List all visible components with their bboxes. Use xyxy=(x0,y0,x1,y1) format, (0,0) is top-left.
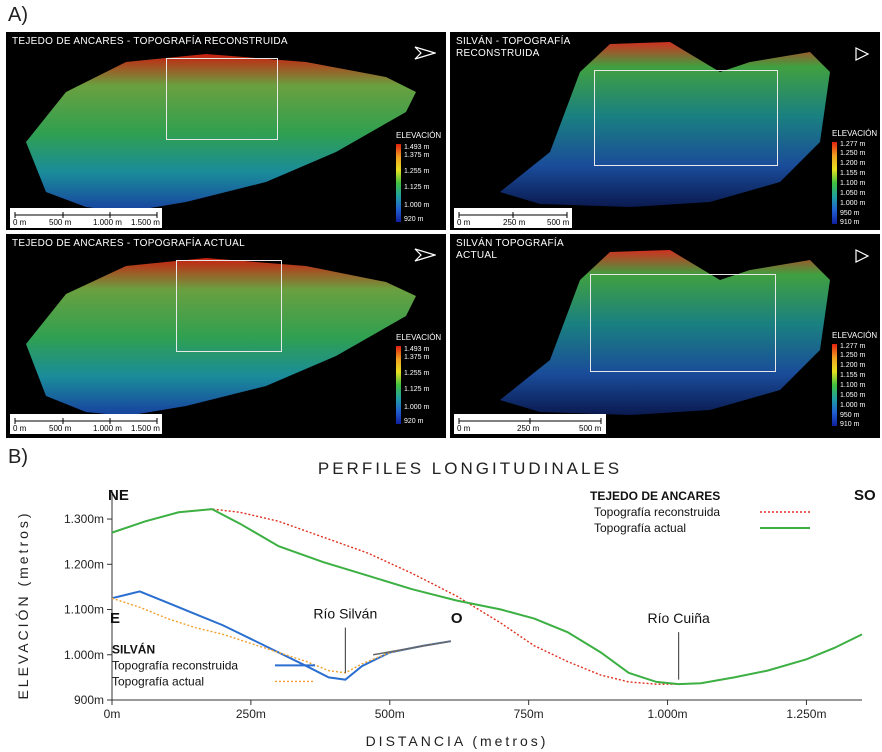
chart-title: PERFILES LONGITUDINALES xyxy=(318,459,622,478)
section-label-b: B) xyxy=(8,446,28,468)
x-tick-label: 250m xyxy=(236,707,266,721)
annotation-so: SO xyxy=(854,487,876,504)
x-tick-label: 0m xyxy=(104,707,121,721)
legend-label: Topografía actual xyxy=(112,674,204,688)
north-arrow-icon xyxy=(855,47,870,61)
x-axis-label: DISTANCIA (metros) xyxy=(366,733,549,749)
legend-group-title: TEJEDO DE ANCARES xyxy=(590,489,720,503)
map-panel-tejedo-reconstructed: TEJEDO DE ANCARES - TOPOGRAFÍA RECONSTRU… xyxy=(6,32,446,230)
y-tick-label: 1.300m xyxy=(64,512,104,526)
map-panel-silvan-current: SILVÁN TOPOGRAFÍA ACTUAL ELEVACIÓN 1.277… xyxy=(450,234,880,438)
terrain-render xyxy=(26,54,416,212)
north-arrow-icon xyxy=(414,46,436,60)
annotation-e: E xyxy=(110,610,120,627)
panel-title: TEJEDO DE ANCARES - TOPOGRAFÍA RECONSTRU… xyxy=(12,36,288,47)
series-line-0-1 xyxy=(111,508,863,686)
map-panel-silvan-reconstructed: SILVÁN - TOPOGRAFÍA RECONSTRUIDA ELEVACI… xyxy=(450,32,880,230)
series-tail xyxy=(372,640,452,656)
panel-title: TEJEDO DE ANCARES - TOPOGRAFÍA ACTUAL xyxy=(12,238,246,249)
map-panel-tejedo-current: TEJEDO DE ANCARES - TOPOGRAFÍA ACTUAL EL… xyxy=(6,234,446,438)
terrain-render xyxy=(26,258,416,416)
x-tick-label: 1.000m xyxy=(648,707,688,721)
panel-title: SILVÁN - TOPOGRAFÍA RECONSTRUIDA xyxy=(456,36,571,59)
north-arrow-icon xyxy=(414,248,436,262)
legend-group-title: SILVÁN xyxy=(112,641,155,656)
elevation-legend: ELEVACIÓN 1.277 m 1.250 m 1.200 m 1.155 … xyxy=(832,331,878,428)
scale-bar: 0 m 500 m 1.000 m 1.500 m xyxy=(10,208,162,228)
y-tick-label: 900m xyxy=(74,693,104,707)
elevation-legend: ELEVACIÓN 1.493 m 1.375 m 1.255 m 1.125 … xyxy=(396,131,442,223)
annotation-ne: NE xyxy=(108,487,129,504)
panel-title: SILVÁN TOPOGRAFÍA ACTUAL xyxy=(456,238,564,261)
elevation-legend: ELEVACIÓN 1.493 m 1.375 m 1.255 m 1.125 … xyxy=(396,333,442,425)
focus-box xyxy=(166,58,278,140)
y-tick-label: 1.000m xyxy=(64,648,104,662)
terrain-render xyxy=(500,250,830,415)
y-tick-label: 1.100m xyxy=(64,603,104,617)
x-tick-label: 500m xyxy=(375,707,405,721)
longitudinal-profile-chart: PERFILES LONGITUDINALES 900m 1.000m 1.100m 1… xyxy=(15,459,876,749)
annotation-o: O xyxy=(451,610,463,627)
scale-bar: 0 m 250 m 500 m xyxy=(454,208,572,228)
section-label-a: A) xyxy=(8,4,28,26)
scale-bar: 0 m 250 m 500 m xyxy=(454,414,606,434)
focus-box xyxy=(594,70,778,166)
scale-bar: 0 m 500 m 1.000 m 1.500 m xyxy=(10,414,162,434)
focus-box xyxy=(176,260,282,352)
focus-box xyxy=(590,274,776,372)
y-tick-label: 1.200m xyxy=(64,557,104,571)
series-line-1-1 xyxy=(111,597,452,674)
series-line-0-0 xyxy=(111,508,863,685)
legend-label: Topografía reconstruida xyxy=(112,658,238,672)
legend-label: Topografía actual xyxy=(594,521,686,535)
y-axis-label: ELEVACIÓN (metros) xyxy=(15,510,31,699)
north-arrow-icon xyxy=(855,249,870,263)
annotation-rio-cuina: Río Cuiña xyxy=(648,610,710,626)
x-tick-label: 1.250m xyxy=(786,707,826,721)
legend-label: Topografía reconstruida xyxy=(594,505,720,519)
elevation-legend: ELEVACIÓN 1.277 m 1.250 m 1.200 m 1.155 … xyxy=(832,129,878,226)
x-tick-label: 750m xyxy=(514,707,544,721)
annotation-rio-silvan: Río Silván xyxy=(313,606,377,622)
